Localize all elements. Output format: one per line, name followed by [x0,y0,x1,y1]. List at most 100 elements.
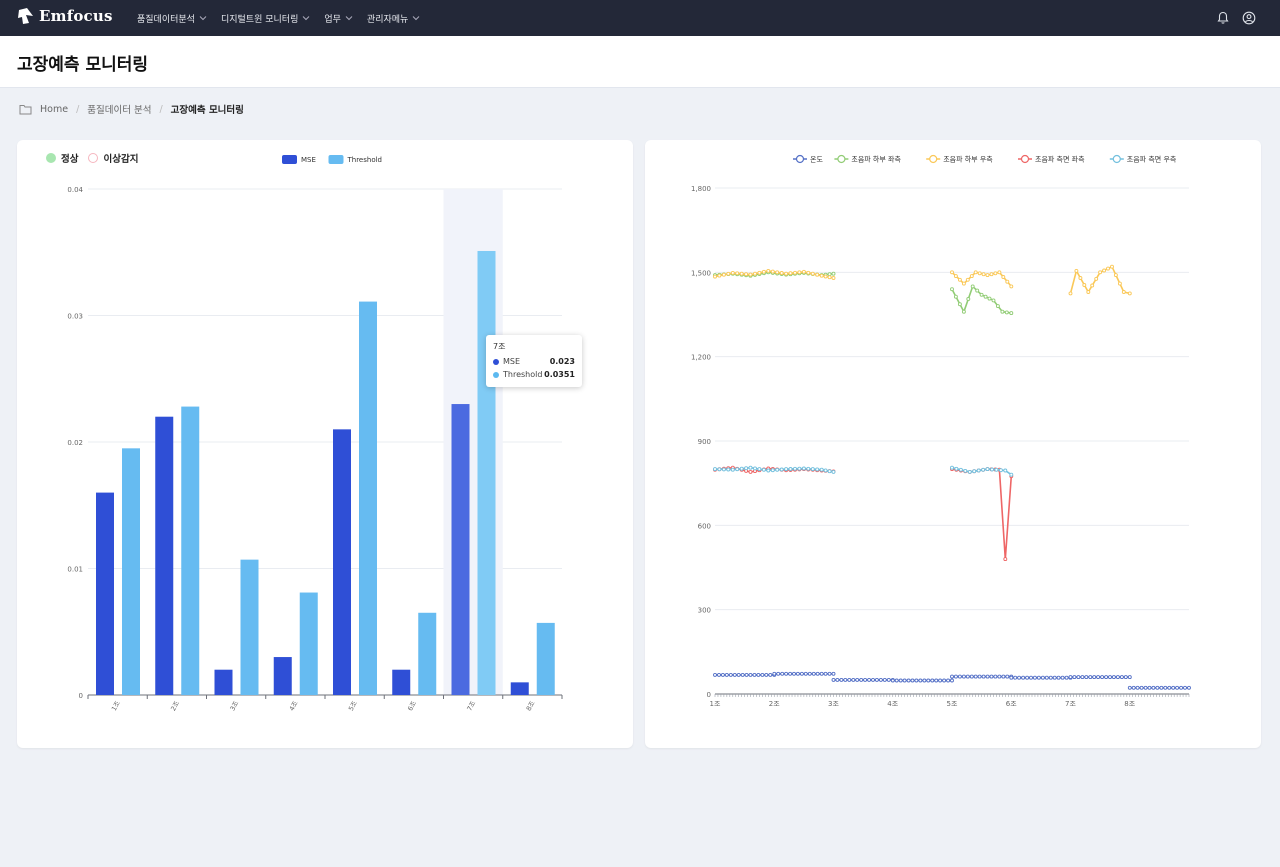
series-point [1056,675,1061,680]
series-point [1110,264,1114,269]
mse-bar-chart[interactable]: MSE Threshold 0 0.01 0.02 0.03 0.04 1조 2조 3조 4조 5조 6… [17,140,633,748]
status-normal: 정상 [46,151,78,165]
series-point [827,275,832,280]
series-point [792,671,796,676]
series-point [902,678,907,683]
nav-item-digital-twin[interactable]: 디지털트윈 모니터링 [221,12,310,25]
bar-mse [392,669,411,695]
series-point [950,465,954,470]
sensor-line-chart[interactable]: 온도 초음파 하부 좌측 초음파 하부 우측 초음파 측면 좌측 초음파 측면 우측 0 3… [645,140,1261,748]
series-point [1163,685,1168,690]
series-point [801,269,806,274]
series-point [1068,291,1073,296]
series-point [1000,309,1005,314]
series-point [753,466,757,471]
series-point [775,467,780,472]
chart-tooltip: 7조 MSE 0.023 Threshold 0.0351 [486,335,582,387]
series-point [1068,675,1073,680]
y-tick-label: 1,500 [691,269,711,277]
series-point [757,467,762,472]
series-point [934,678,939,683]
series-point [797,270,802,275]
series-point [835,677,840,682]
series-point [874,677,879,682]
chevron-down-icon [199,16,207,21]
series-point [764,672,769,677]
series-point [1072,675,1077,680]
series-point [957,674,962,679]
series-point [766,268,771,273]
tooltip-dot [493,371,499,378]
series-point [1113,273,1118,278]
series-point [1025,675,1030,680]
series-point [997,674,1002,679]
series-point [1123,675,1128,680]
series-point [898,678,903,683]
series-point [989,272,994,277]
x-tick-label: 4조 [887,700,898,708]
series-point [748,469,753,474]
bar-threshold [418,612,437,695]
series-point [1119,675,1124,680]
x-tick-label: 4조 [288,700,300,713]
x-tick-label: 5조 [947,700,958,708]
bell-icon[interactable] [1216,10,1230,24]
x-tick-label: 2조 [169,700,181,713]
series-point [953,274,958,279]
series-point [784,271,789,276]
series-point [1096,675,1101,680]
tooltip-series-name: MSE [503,357,521,366]
legend-label: 초음파 측면 우측 [1127,155,1177,164]
bar-threshold [536,622,555,695]
status-anomaly-label: 이상감지 [103,154,139,165]
nav-item-admin[interactable]: 관리자메뉴 [367,12,420,25]
series-point [713,672,717,677]
legend-marker [929,154,938,164]
series-point [1088,675,1093,680]
series-point [930,678,935,683]
series-point [966,297,971,301]
legend-marker [1112,154,1121,164]
breadcrumb-parent[interactable]: 품질데이터 분석 [87,105,152,116]
series-point [1090,283,1095,288]
series-point [744,466,749,471]
x-tick-label: 5조 [347,700,359,713]
breadcrumb-home[interactable]: Home [40,103,69,115]
breadcrumb: Home / 품질데이터 분석 / 고장예측 모니터링 [19,102,244,116]
series-point [859,677,864,682]
user-account-icon[interactable] [1242,10,1256,25]
series-point [827,671,832,676]
series-point [985,273,990,278]
series-point [831,671,836,676]
legend-swatch [282,155,297,164]
legend-swatch [328,155,344,164]
x-tick-label: 8조 [1124,700,1135,708]
legend-marker [1020,154,1030,164]
nav-item-quality-analysis[interactable]: 품질데이터분석 [137,12,207,25]
series-point [1135,685,1140,690]
tooltip-series-name: Threshold [503,370,543,379]
x-tick-label: 7조 [465,700,477,713]
series-point [985,674,990,679]
series-point [831,469,836,474]
series-point [720,672,725,677]
series-point [981,272,986,277]
series-point [965,674,970,679]
y-tick-label: 600 [698,522,711,530]
logo-icon [18,8,33,24]
series-point [878,677,883,682]
series-point [831,271,836,276]
series-point [1003,468,1008,473]
series-point [990,467,994,472]
legend-label: Threshold [347,156,383,164]
series-point [1082,283,1087,287]
nav-item-work[interactable]: 업무 [324,12,353,25]
series-point [914,678,919,683]
series-point [815,671,820,676]
series-point [819,671,824,676]
tooltip-row-threshold: Threshold 0.0351 [493,370,575,379]
app-logo[interactable]: Emfocus [17,7,113,25]
tooltip-series-value: 0.023 [549,357,575,366]
series-point [981,674,986,679]
series-point [735,271,740,276]
